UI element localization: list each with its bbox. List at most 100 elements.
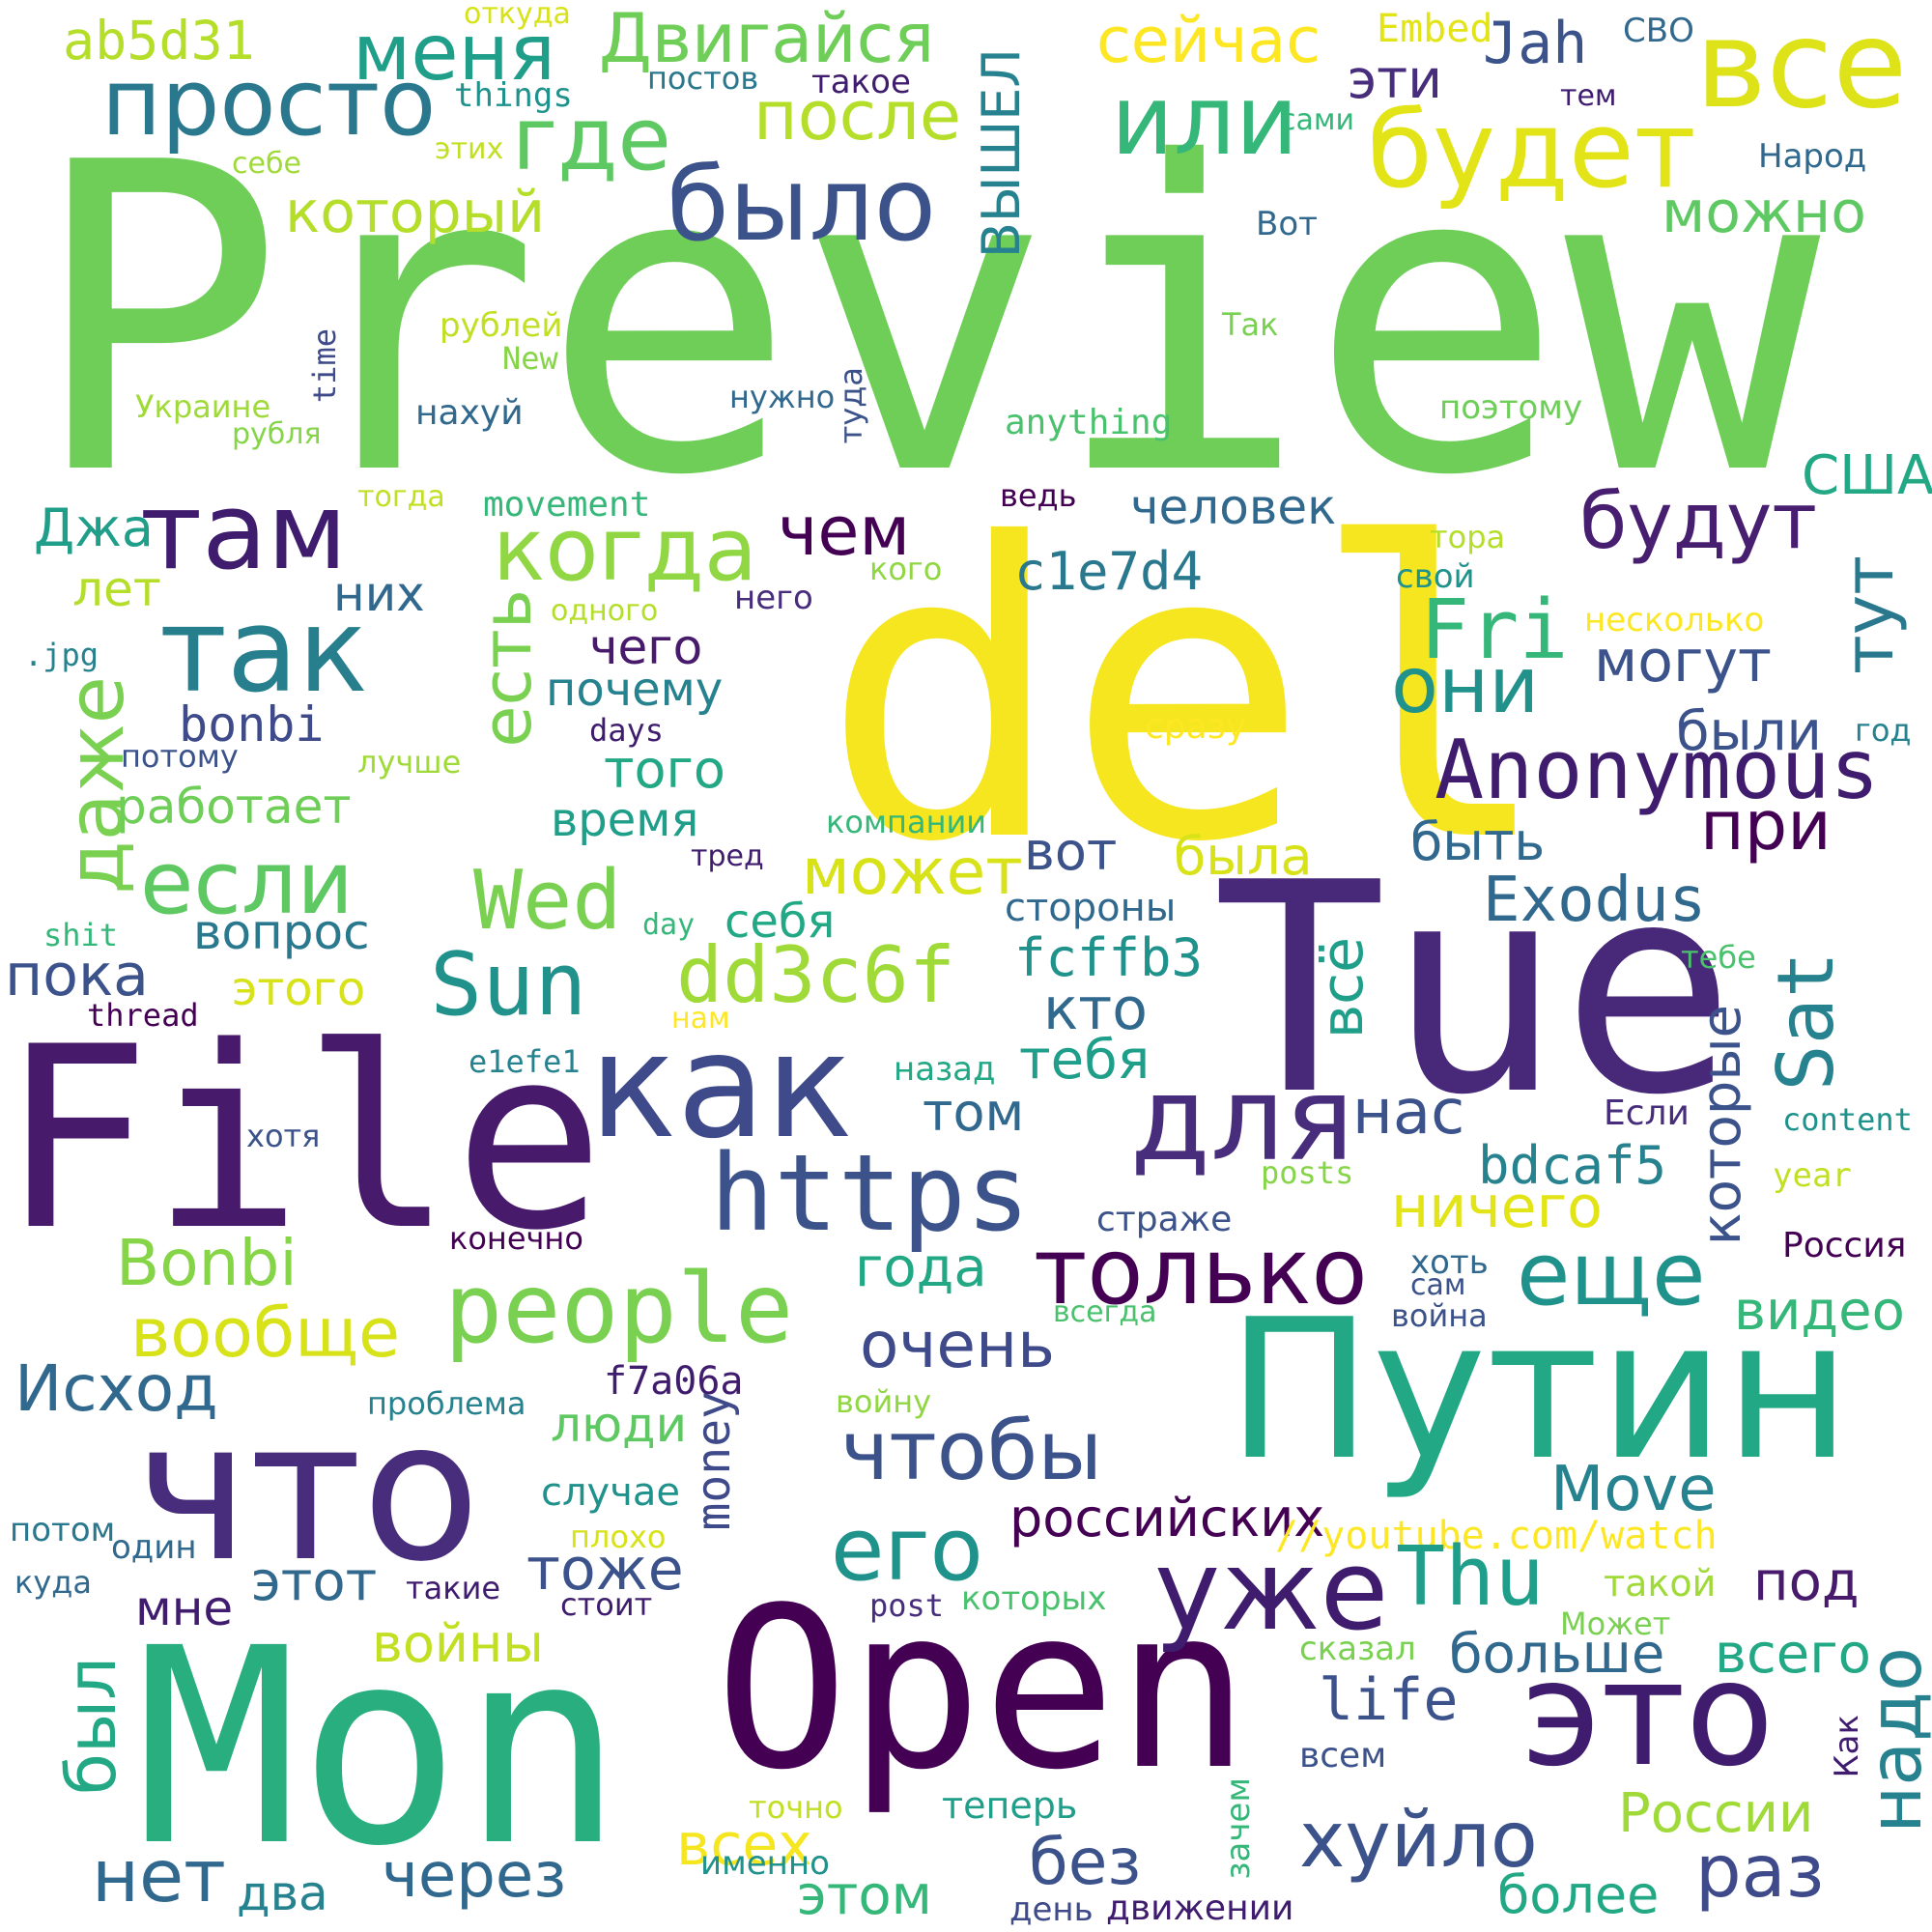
word-life: life	[1319, 1666, 1459, 1734]
word-kto: кто	[1043, 976, 1148, 1043]
word-kak: как	[589, 1003, 854, 1171]
word-esli-cap: Если	[1604, 1094, 1690, 1133]
word-jah: Jah	[1483, 10, 1588, 77]
word-vse: все	[1695, 0, 1908, 135]
word-bez: без	[1029, 1825, 1142, 1899]
word-voyna: война	[1391, 1297, 1488, 1334]
word-file: File	[0, 994, 606, 1286]
word-sun: Sun	[430, 934, 587, 1036]
word-strane: страже	[1096, 1200, 1233, 1239]
word-luchshe: лучше	[357, 744, 462, 781]
word-anonymous: Anonymous	[1435, 723, 1880, 818]
word-nahuy: нахуй	[415, 393, 524, 433]
word-nih: них	[333, 566, 425, 622]
word-hotya: хотя	[246, 1118, 321, 1154]
word-mozhet: может	[802, 835, 1023, 909]
word-ploho: плохо	[570, 1519, 667, 1555]
word-kuda: куда	[14, 1564, 92, 1601]
word-rabotaet: работает	[116, 779, 352, 835]
word-togda: тогда	[357, 480, 445, 514]
word-vot-cap: Вот	[1256, 205, 1318, 243]
word-bylo: было	[667, 146, 937, 264]
word-ab5d31: ab5d31	[63, 10, 255, 71]
word-embed: Embed	[1377, 7, 1493, 51]
word-esli: если	[140, 833, 354, 934]
word-pri: при	[1700, 786, 1832, 866]
word-rossiya: Россия	[1782, 1226, 1907, 1265]
word-rossiyskih: российских	[1009, 1488, 1325, 1548]
word-bdcaf5: bdcaf5	[1478, 1135, 1667, 1196]
word-tred: тред	[691, 839, 764, 873]
word-byli: были	[1676, 700, 1822, 763]
word-dd3c6f: dd3c6f	[676, 930, 955, 1020]
word-sam: сам	[1410, 1268, 1466, 1302]
word-kompanii: компании	[826, 804, 987, 840]
word-odnogo: одного	[551, 594, 659, 628]
word-nazad: назад	[894, 1050, 996, 1089]
word-svoy: свой	[1396, 557, 1475, 596]
word-shit: shit	[43, 917, 119, 953]
word-kogda: когда	[493, 499, 758, 601]
word-tak: так	[159, 584, 368, 719]
word-chtoby: чтобы	[840, 1404, 1103, 1499]
word-video: видео	[1734, 1280, 1905, 1343]
word-move: Move	[1550, 1454, 1717, 1525]
word-etogo: этого	[232, 962, 366, 1016]
word-ishod: Исход	[14, 1351, 218, 1426]
word-byl: был	[52, 1657, 131, 1796]
word-kotorye: которые	[1690, 1005, 1753, 1246]
word-money: money	[687, 1391, 741, 1531]
word-tochno: точно	[749, 1789, 843, 1826]
word-rossii: России	[1618, 1782, 1814, 1845]
word-tak-cap: Так	[1222, 306, 1279, 343]
word-nichego: ничего	[1391, 1174, 1603, 1241]
word-seychas: сейчас	[1096, 5, 1321, 77]
word-menya: меня	[353, 8, 555, 98]
word-youtube: //youtube.com/watch	[1275, 1514, 1718, 1558]
word-wed: Wed	[473, 853, 622, 949]
word-postov: постов	[647, 60, 759, 97]
word-kak-cap: Как	[1828, 1715, 1866, 1778]
word-sami: сами	[1280, 103, 1355, 137]
word-tut: тут	[1830, 555, 1909, 674]
word-etih: этих	[435, 132, 504, 166]
word-problema: проблема	[367, 1385, 526, 1422]
word-den: день	[1009, 1890, 1094, 1929]
word-tolko: только	[1034, 1219, 1368, 1325]
word-posts: posts	[1261, 1154, 1354, 1191]
word-thu: Thu	[1396, 1529, 1545, 1625]
word-takie: такие	[406, 1570, 501, 1606]
word-days: days	[589, 712, 665, 749]
word-exodus: Exodus	[1483, 865, 1707, 936]
word-takoy: такой	[1604, 1562, 1717, 1605]
word-dvigaysya: Двигайся	[599, 0, 935, 78]
word-kotoriy: который	[285, 179, 546, 246]
word-kotoryh: которых	[961, 1579, 1107, 1618]
word-tozhe: тоже	[526, 1536, 684, 1604]
word-mne: мне	[135, 1580, 234, 1636]
word-jpg: .jpg	[24, 637, 99, 673]
word-sebya: себя	[724, 895, 836, 949]
word-ukraine: Украине	[135, 388, 271, 425]
word-cherez: через	[382, 1840, 567, 1912]
word-movement: movement	[483, 485, 651, 525]
word-kogo: кого	[869, 551, 943, 587]
word-mogut: могут	[1594, 628, 1772, 696]
word-nuzhno: нужно	[729, 379, 836, 415]
word-tebya: тебя	[1019, 1029, 1151, 1092]
word-neskolko: несколько	[1584, 601, 1765, 639]
word-new: New	[502, 340, 558, 377]
word-vsem: всем	[1299, 1736, 1387, 1776]
word-chem: чем	[778, 492, 911, 571]
word-pochemu: почему	[546, 663, 724, 717]
word-time: time	[306, 328, 343, 404]
word-potom: потом	[10, 1511, 116, 1549]
word-takoe: такое	[811, 63, 911, 101]
word-oni: они	[1391, 640, 1540, 730]
word-sebe: себе	[232, 147, 301, 181]
word-voyny: войны	[372, 1613, 544, 1674]
word-eti: эти	[1348, 48, 1442, 110]
word-bolee: более	[1497, 1864, 1660, 1925]
word-hot: хоть	[1410, 1243, 1489, 1282]
